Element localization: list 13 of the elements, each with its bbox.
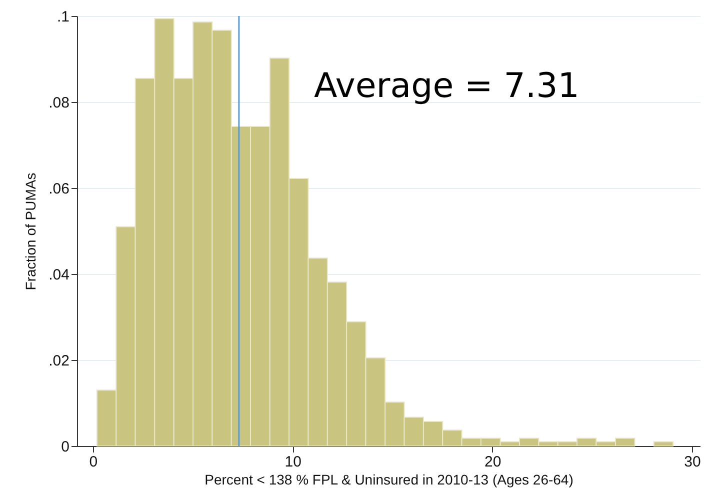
x-tick-label: 30 [684,454,701,470]
y-tick-label: 0 [61,438,70,456]
x-tick-label: 0 [89,454,98,470]
y-tick-label: .08 [48,94,70,112]
x-tick-label: 10 [284,454,302,470]
x-axis-title: Percent < 138 % FPL & Uninsured in 2010-13 (Ages 26-64) [204,472,574,488]
y-tick-label: .1 [56,8,70,26]
annotation: Average = 7.31 [314,66,580,106]
y-axis-title: Fraction of PUMAs [22,172,39,290]
y-tick-label: .02 [48,352,70,370]
x-tick-label: 20 [484,454,502,470]
y-tick-label: .06 [48,180,70,198]
y-tick-label: .04 [48,266,70,284]
